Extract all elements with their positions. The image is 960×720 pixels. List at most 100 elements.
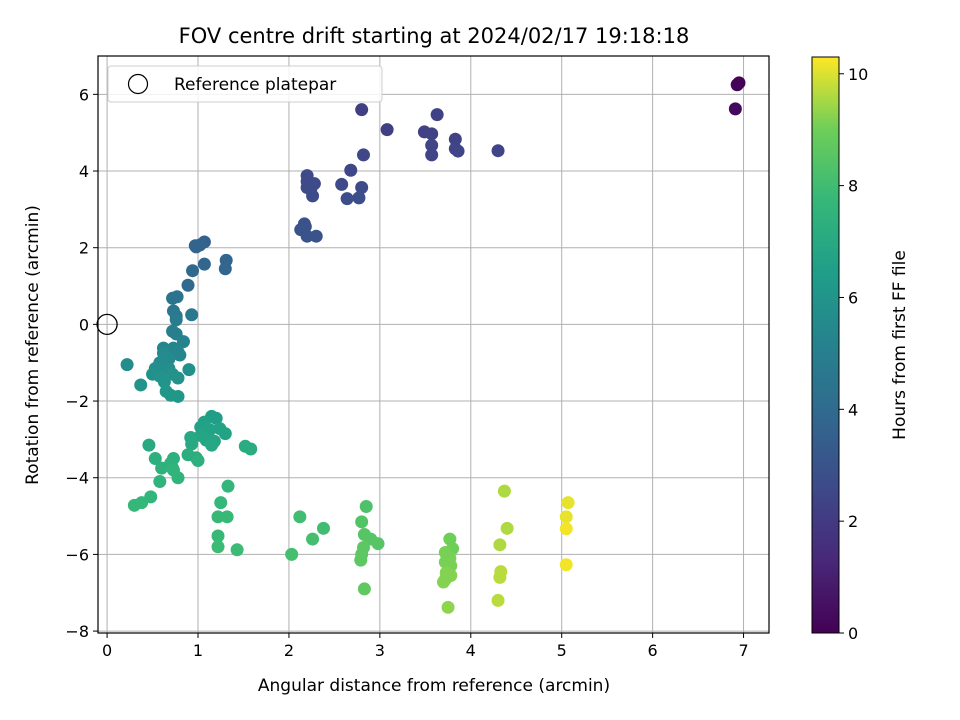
chart-title: FOV centre drift starting at 2024/02/17 … [179, 24, 690, 48]
data-point [171, 471, 185, 485]
data-point [181, 278, 195, 292]
data-point [316, 521, 330, 535]
x-tick-label: 1 [193, 641, 203, 660]
y-tick-label: 4 [79, 162, 89, 181]
legend-label: Reference platepar [174, 75, 336, 95]
x-tick-label: 4 [466, 641, 476, 660]
data-point [230, 543, 244, 557]
data-point [730, 78, 744, 92]
data-point [561, 496, 575, 510]
colorbar-tick-label: 6 [848, 288, 858, 307]
data-point [441, 600, 455, 614]
data-point [173, 348, 187, 362]
colorbar-ticks: 0 2 4 6 8 10 [839, 65, 868, 643]
data-point [448, 132, 462, 146]
data-point [221, 479, 235, 493]
data-point [309, 229, 323, 243]
plot-frame [97, 55, 770, 634]
data-point [189, 240, 203, 254]
grid-lines [98, 56, 769, 633]
data-point [197, 257, 211, 271]
data-point [171, 389, 185, 403]
data-point [425, 127, 439, 141]
colorbar-tick-label: 8 [848, 177, 858, 196]
data-point [220, 510, 234, 524]
data-point [169, 313, 183, 327]
data-point [209, 411, 223, 425]
data-point [211, 529, 225, 543]
data-point [120, 358, 134, 372]
data-point [244, 442, 258, 456]
data-point [559, 522, 573, 536]
data-point [493, 538, 507, 552]
data-point [380, 123, 394, 137]
data-point [185, 308, 199, 322]
y-axis-ticks: −8 −6 −4 −2 0 2 4 6 [65, 85, 98, 641]
colorbar-label: Hours from first FF file [890, 250, 910, 440]
y-tick-label: 0 [79, 315, 89, 334]
data-point [293, 510, 307, 524]
data-point [191, 453, 205, 467]
data-point [491, 144, 505, 158]
reference-marker [96, 313, 118, 336]
data-point [425, 138, 439, 152]
data-point [425, 148, 439, 162]
data-point [451, 144, 465, 158]
y-tick-label: −2 [65, 392, 89, 411]
legend-marker-icon [127, 73, 149, 95]
y-tick-label: 2 [79, 239, 89, 258]
data-point [355, 103, 369, 117]
data-point [344, 163, 358, 177]
data-point [214, 496, 228, 510]
colorbar-tick-label: 2 [848, 512, 858, 531]
data-point [728, 102, 742, 116]
x-tick-label: 6 [648, 641, 658, 660]
data-point [335, 177, 349, 191]
x-tick-label: 7 [738, 641, 748, 660]
data-point [153, 475, 167, 489]
data-point [182, 363, 196, 377]
data-point [356, 148, 370, 162]
data-point [285, 547, 299, 561]
data-point [352, 191, 366, 205]
colorbar-tick-label: 4 [848, 400, 858, 419]
data-point [491, 593, 505, 607]
data-point [559, 510, 573, 524]
colorbar-tick-label: 0 [848, 624, 858, 643]
data-point [559, 558, 573, 572]
x-axis-ticks: 0 1 2 3 4 5 6 7 [102, 633, 749, 660]
x-tick-label: 0 [102, 641, 112, 660]
data-points [120, 76, 746, 614]
data-point [211, 540, 225, 554]
data-point [359, 499, 373, 513]
data-point [218, 427, 232, 441]
data-point [134, 378, 148, 392]
data-point [218, 262, 232, 276]
data-point [355, 515, 369, 529]
x-tick-label: 5 [557, 641, 567, 660]
legend: Reference platepar [107, 65, 383, 103]
data-point [371, 537, 385, 551]
data-point [430, 108, 444, 122]
data-point [357, 582, 371, 596]
data-point [176, 335, 190, 349]
data-point [497, 484, 511, 498]
legend-box [107, 65, 383, 103]
data-point [205, 438, 219, 452]
data-point [186, 264, 200, 278]
data-point [300, 229, 314, 243]
y-tick-label: 6 [79, 85, 89, 104]
data-point [166, 291, 180, 305]
x-axis-label: Angular distance from reference (arcmin) [258, 676, 610, 696]
y-axis-label: Rotation from reference (arcmin) [23, 205, 43, 485]
data-point [500, 521, 514, 535]
x-tick-label: 3 [375, 641, 385, 660]
data-point [493, 570, 507, 584]
y-tick-label: −4 [65, 469, 89, 488]
data-point [148, 452, 162, 466]
y-tick-label: −6 [65, 545, 89, 564]
data-point [211, 510, 225, 524]
colorbar: 0 2 4 6 8 10 Hours from first FF file [811, 56, 910, 643]
data-point [185, 437, 199, 451]
x-tick-label: 2 [284, 641, 294, 660]
